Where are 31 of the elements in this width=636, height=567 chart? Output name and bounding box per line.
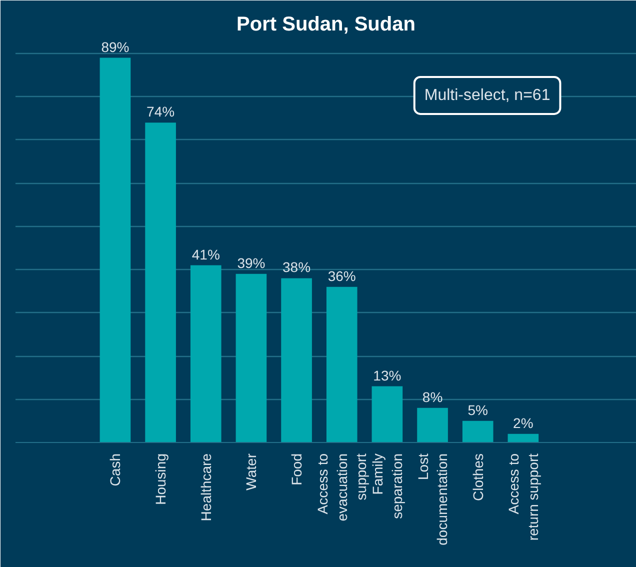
- data-label: 5%: [468, 402, 488, 418]
- data-label: 2%: [513, 414, 534, 431]
- annotation: Multi-select, n=61: [424, 86, 550, 104]
- bar: [462, 420, 494, 442]
- x-tick-label: Access to return support: [506, 453, 541, 541]
- data-label: 89%: [101, 38, 130, 55]
- x-tick-label: Food: [288, 453, 305, 486]
- x-tick-label: Water: [243, 453, 260, 490]
- bar: [190, 265, 222, 442]
- x-tick-label: Family separation: [370, 453, 405, 519]
- data-label: 36%: [328, 268, 356, 284]
- data-label: 74%: [146, 104, 175, 120]
- x-tick-label: Cash: [107, 453, 124, 486]
- x-tick-label: Healthcare: [198, 453, 214, 522]
- x-tick-label: Housing: [152, 453, 169, 505]
- data-label: 13%: [373, 367, 402, 384]
- bar: [326, 286, 358, 442]
- data-label: 8%: [422, 388, 443, 405]
- bar: [417, 408, 448, 442]
- data-label: 41%: [192, 246, 220, 262]
- bar: [236, 274, 267, 442]
- x-tick-label: Access to evacuation support: [314, 453, 370, 522]
- bar: [372, 386, 403, 442]
- bar: [508, 434, 539, 442]
- bar: [145, 122, 176, 442]
- data-label: 39%: [237, 254, 266, 271]
- bar: [100, 58, 131, 442]
- bar: [281, 278, 312, 442]
- chart-title: Port Sudan, Sudan: [236, 14, 416, 36]
- x-tick-label: Clothes: [470, 454, 486, 501]
- data-label: 38%: [282, 259, 311, 276]
